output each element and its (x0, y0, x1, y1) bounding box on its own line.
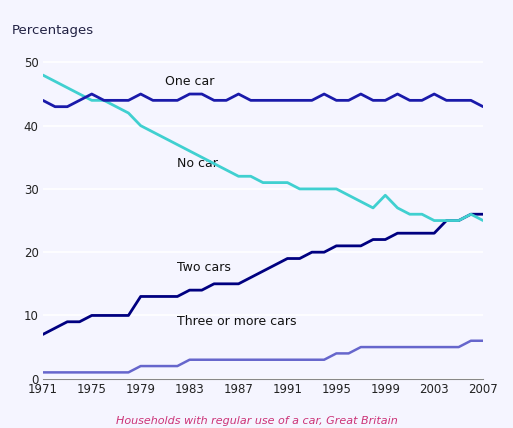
Text: Households with regular use of a car, Great Britain: Households with regular use of a car, Gr… (115, 416, 398, 426)
Text: One car: One car (165, 74, 214, 88)
Text: No car: No car (177, 157, 218, 170)
Text: Two cars: Two cars (177, 261, 231, 274)
Text: Percentages: Percentages (12, 24, 94, 36)
Text: Three or more cars: Three or more cars (177, 315, 297, 328)
